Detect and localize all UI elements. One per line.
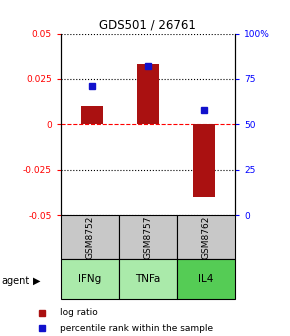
Bar: [119, 215, 177, 259]
Bar: [81, 106, 103, 124]
Text: percentile rank within the sample: percentile rank within the sample: [60, 324, 213, 333]
Bar: [193, 124, 215, 197]
Bar: [61, 259, 119, 299]
Bar: [119, 259, 177, 299]
Title: GDS501 / 26761: GDS501 / 26761: [99, 18, 196, 31]
Bar: [137, 65, 159, 124]
Text: IL4: IL4: [198, 274, 214, 284]
Text: log ratio: log ratio: [60, 308, 97, 318]
Text: GSM8757: GSM8757: [143, 215, 153, 259]
Bar: [177, 259, 235, 299]
Text: ▶: ▶: [33, 276, 41, 286]
Text: GSM8762: GSM8762: [201, 215, 211, 259]
Text: agent: agent: [1, 276, 30, 286]
Text: GSM8752: GSM8752: [85, 215, 95, 259]
Bar: [61, 215, 119, 259]
Text: TNFa: TNFa: [135, 274, 161, 284]
Text: IFNg: IFNg: [78, 274, 102, 284]
Bar: [177, 215, 235, 259]
